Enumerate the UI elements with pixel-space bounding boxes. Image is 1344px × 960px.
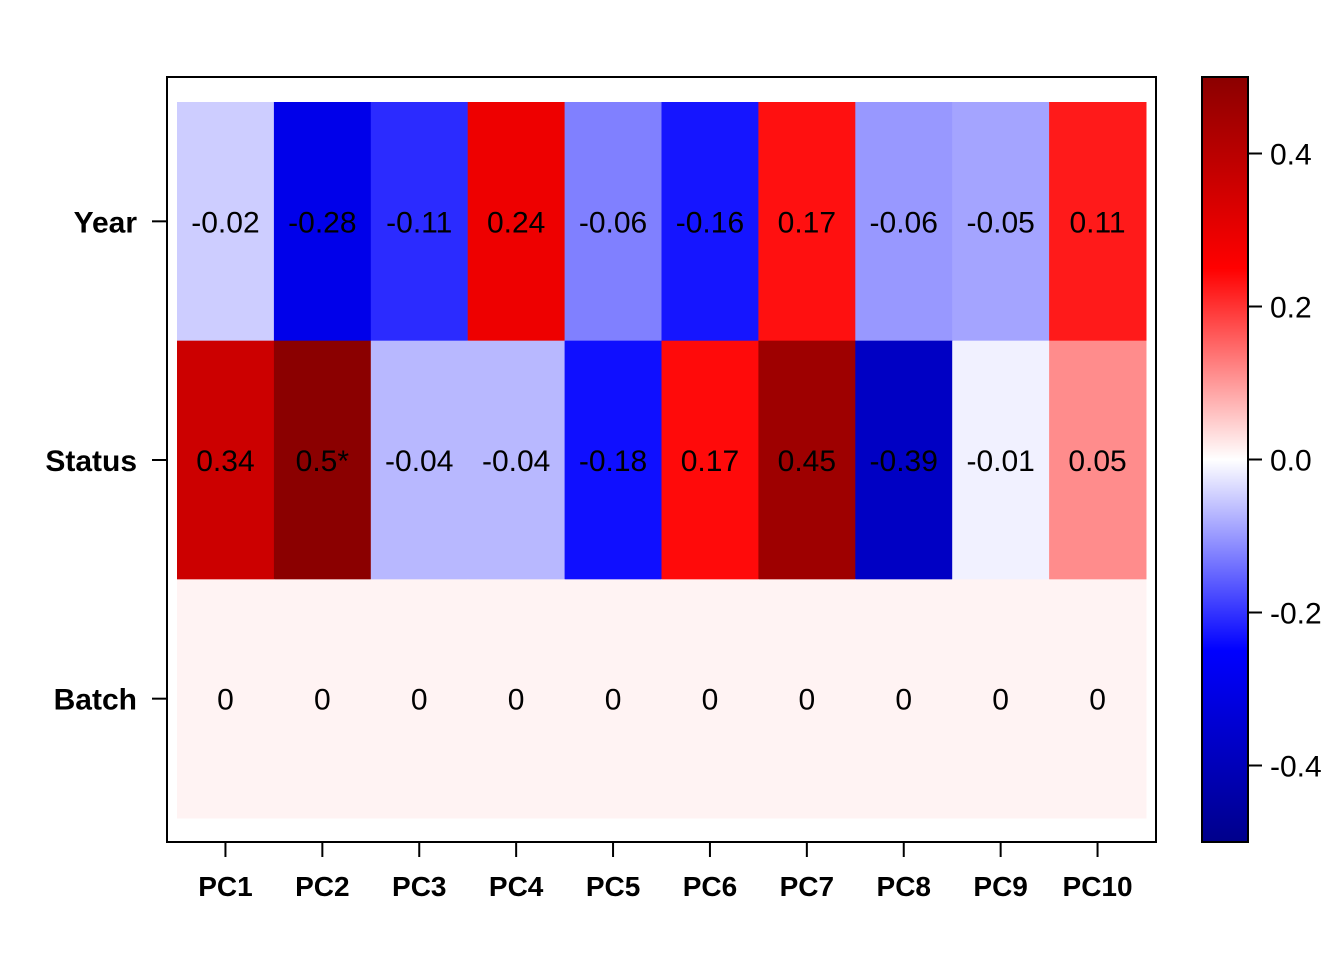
cell-value-label: -0.02 (191, 206, 259, 239)
cell-value-label: 0 (799, 684, 816, 717)
heatmap-cell-status-pc6 (661, 340, 759, 580)
heatmap-cell-batch-pc1 (177, 579, 275, 819)
color-scale-bar (1201, 76, 1249, 843)
cell-value-label: -0.11 (386, 206, 452, 239)
column-label-pc8: PC8 (877, 871, 931, 902)
row-label-status: Status (45, 445, 137, 478)
row-label-year: Year (74, 206, 138, 239)
heatmap-cell-batch-pc4 (467, 579, 566, 819)
heatmap-cell-labels: -0.02 -0.28 -0.11 0.24 -0.06 -0.16 0.17 -0.06 -0… (191, 206, 1126, 716)
heatmap-cell-status-pc10 (1049, 340, 1147, 580)
heatmap-cell-status-pc7 (758, 340, 856, 580)
heatmap-cells (177, 102, 1147, 819)
heatmap-cell-batch-pc7 (758, 579, 856, 819)
heatmap-cell-year-pc4 (467, 102, 566, 342)
row-label-batch: Batch (54, 684, 137, 717)
cell-value-label: 0 (217, 684, 234, 717)
heatmap-cell-year-pc2 (273, 102, 372, 342)
heatmap-cell-year-pc6 (661, 102, 759, 342)
cell-value-label: -0.28 (288, 206, 356, 239)
cell-value-label: 0.45 (778, 445, 836, 478)
column-label-pc4: PC4 (489, 871, 544, 902)
scale-tick-label: 0.0 (1270, 445, 1312, 478)
heatmap-cell-batch-pc5 (564, 579, 662, 819)
cell-value-label: 0.17 (778, 206, 836, 239)
column-axis: PC1 PC2 PC3 PC4 PC5 PC6 PC7 PC8 PC9 PC10 (198, 842, 1133, 902)
cell-value-label: -0.06 (579, 206, 647, 239)
cell-value-label: 0.17 (681, 445, 739, 478)
cell-value-label: 0 (702, 684, 719, 717)
cell-value-label: 0 (992, 684, 1009, 717)
cell-value-label: 0 (411, 684, 428, 717)
cell-value-label: 0 (1089, 684, 1106, 717)
scale-tick-label: 0.4 (1270, 139, 1312, 172)
cell-value-label: -0.05 (966, 206, 1034, 239)
cell-value-label: -0.06 (870, 206, 938, 239)
heatmap-cell-year-pc1 (177, 102, 275, 342)
scale-tick-label: -0.4 (1270, 751, 1322, 784)
cell-value-label: 0 (508, 684, 525, 717)
heatmap-cell-year-pc3 (370, 102, 469, 342)
cell-value-label: 0 (605, 684, 622, 717)
row-axis: Year Status Batch (45, 206, 167, 717)
heatmap-cell-year-pc7 (758, 102, 856, 342)
column-label-pc5: PC5 (586, 871, 640, 902)
heatmap-cell-batch-pc10 (1049, 579, 1147, 819)
heatmap-cell-status-pc4 (467, 340, 566, 580)
heatmap-cell-batch-pc2 (273, 579, 372, 819)
heatmap-cell-batch-pc3 (370, 579, 469, 819)
heatmap-cell-year-pc8 (855, 102, 953, 342)
cell-value-label: 0.05 (1068, 445, 1126, 478)
heatmap-cell-batch-pc9 (952, 579, 1050, 819)
heatmap-cell-year-pc9 (952, 102, 1050, 342)
cell-value-label: -0.39 (870, 445, 938, 478)
heatmap-cell-status-pc3 (370, 340, 469, 580)
cell-value-label: -0.04 (385, 445, 453, 478)
cell-value-label: -0.16 (676, 206, 744, 239)
column-label-pc9: PC9 (973, 871, 1027, 902)
cell-value-label: 0.11 (1069, 206, 1125, 239)
cell-value-label: 0.5* (296, 445, 350, 478)
heatmap-cell-status-pc9 (952, 340, 1050, 580)
heatmap-cell-status-pc1 (177, 340, 275, 580)
heatmap-cell-batch-pc8 (855, 579, 953, 819)
scale-tick-label: 0.2 (1270, 292, 1312, 325)
cell-value-label: 0 (314, 684, 331, 717)
column-label-pc7: PC7 (780, 871, 834, 902)
heatmap-cell-batch-pc6 (661, 579, 759, 819)
column-label-pc6: PC6 (683, 871, 737, 902)
cell-value-label: -0.18 (579, 445, 647, 478)
cell-value-label: 0.24 (487, 206, 545, 239)
scale-tick-label: -0.2 (1270, 598, 1322, 631)
heatmap-cell-year-pc10 (1049, 102, 1147, 342)
cell-value-label: 0 (895, 684, 912, 717)
cell-value-label: -0.04 (482, 445, 550, 478)
heatmap-cell-status-pc8 (855, 340, 953, 580)
column-label-pc3: PC3 (392, 871, 446, 902)
heatmap-cell-status-pc2 (273, 340, 372, 580)
cell-value-label: -0.01 (966, 445, 1034, 478)
heatmap-cell-year-pc5 (564, 102, 662, 342)
column-label-pc1: PC1 (198, 871, 252, 902)
cell-value-label: 0.34 (196, 445, 254, 478)
color-scale-axis: 0.4 0.2 0.0 -0.2 -0.4 (1248, 139, 1322, 784)
heatmap-cell-status-pc5 (564, 340, 662, 580)
column-label-pc10: PC10 (1063, 871, 1133, 902)
column-label-pc2: PC2 (295, 871, 349, 902)
